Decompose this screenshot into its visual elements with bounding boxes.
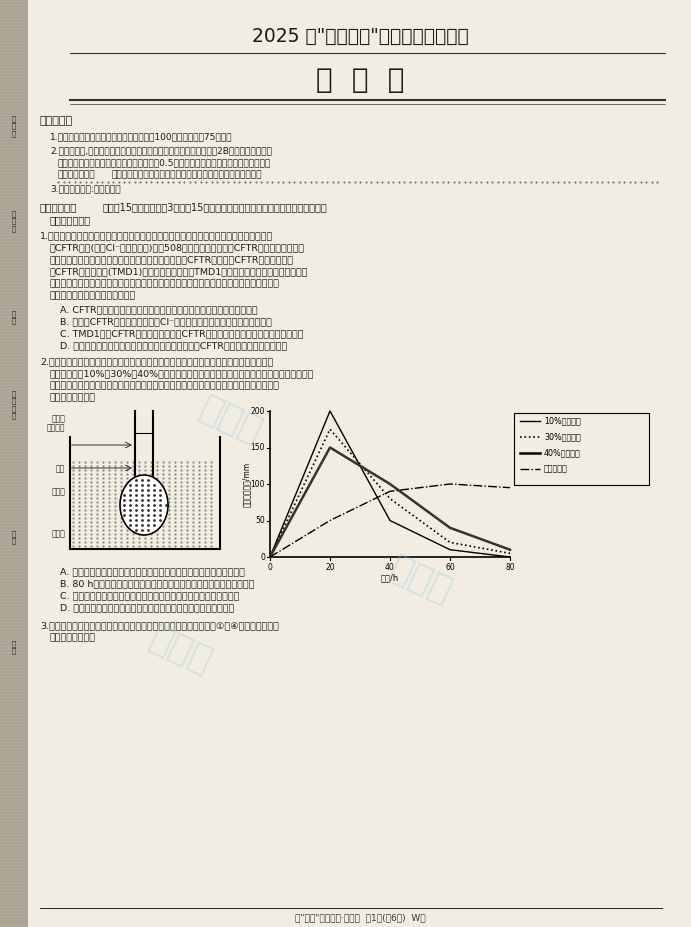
Text: 下列叙述正确的是: 下列叙述正确的是 (50, 393, 96, 402)
Text: 质饱水: 质饱水 (51, 487, 65, 496)
Text: A. CFTR蛋白需要内质网和高尔基体的加工以帮助其形成正确的空间结构: A. CFTR蛋白需要内质网和高尔基体的加工以帮助其形成正确的空间结构 (60, 305, 258, 314)
Bar (514, 413, 649, 485)
Text: 本题共15小题，每小题3分，共15分。在每小题给出的四个选项中，只有一项是符: 本题共15小题，每小题3分，共15分。在每小题给出的四个选项中，只有一项是符 (103, 202, 328, 212)
Text: 150: 150 (251, 443, 265, 452)
Text: 0: 0 (267, 563, 272, 572)
Text: 200: 200 (251, 407, 265, 415)
Text: B. 异常的CFTR蛋白无法正常转运Cl⁻，引起细胞外水分变多，导致黏液增多: B. 异常的CFTR蛋白无法正常转运Cl⁻，引起细胞外水分变多，导致黏液增多 (60, 317, 272, 326)
Polygon shape (120, 475, 168, 535)
Text: 30%蔗糖溶液: 30%蔗糖溶液 (544, 433, 580, 441)
Text: 液面与烧杯齐平，每隔一段时间观察并记录漏斗液面上升高度。实验装置和结果如图所示，: 液面与烧杯齐平，每隔一段时间观察并记录漏斗液面上升高度。实验装置和结果如图所示， (50, 381, 280, 390)
Text: 3.如图表示某自养型生物进行光合作用和细胞呼吸的过程意图，图中①～④表示反应过程，: 3.如图表示某自养型生物进行光合作用和细胞呼吸的过程意图，图中①～④表示反应过程… (40, 621, 279, 630)
Text: D. 该实验说明蛋白质分子能透过卵壳膜而蔗糖分子不能透过卵壳膜: D. 该实验说明蛋白质分子能透过卵壳膜而蔗糖分子不能透过卵壳膜 (60, 603, 234, 612)
Text: 蛋白质溶液: 蛋白质溶液 (544, 464, 568, 474)
Text: 60: 60 (445, 563, 455, 572)
Text: 的CFTR蛋白(转运Cl⁻的载体蛋白)的第508位缺少一个氨基酸，CFTR蛋白功能异常，导: 的CFTR蛋白(转运Cl⁻的载体蛋白)的第508位缺少一个氨基酸，CFTR蛋白功… (50, 243, 305, 252)
Text: 漏斗上升高度/mm: 漏斗上升高度/mm (241, 462, 251, 506)
Text: 座
位
号: 座 位 号 (12, 115, 16, 137)
Text: 应题目的答案标号涂黑；非选择题请用直径0.5毫米黑色墨水签字笔在答题卡上各题的答: 应题目的答案标号涂黑；非选择题请用直径0.5毫米黑色墨水签字笔在答题卡上各题的答 (58, 158, 272, 167)
Text: 50: 50 (255, 516, 265, 525)
Text: 间折叠成特定的形状，从而有效缓解囊性纤维化的症状。这项研究也为其他退行性疾病的治: 间折叠成特定的形状，从而有效缓解囊性纤维化的症状。这项研究也为其他退行性疾病的治 (50, 279, 280, 288)
Text: 题区域内作答，: 题区域内作答， (58, 170, 95, 179)
Text: 下列说法正确的是: 下列说法正确的是 (50, 633, 96, 642)
Text: 蔗液: 蔗液 (56, 464, 65, 473)
Text: 准
考
证
号: 准 考 证 号 (12, 390, 16, 419)
Text: D. 大部分囊性纤维化患者发生了碱基对的缺失，导致CFTR蛋白基因的碱基序列改变: D. 大部分囊性纤维化患者发生了碱基对的缺失，导致CFTR蛋白基因的碱基序列改变 (60, 341, 287, 350)
Bar (0, 0, 28, 927)
Text: 生  物  学: 生 物 学 (316, 66, 404, 94)
Text: 3.本卷命题范围:高考范围。: 3.本卷命题范围:高考范围。 (50, 184, 121, 193)
Text: A. 由于水分子只能通过卵壳膜向漏斗内运输，导致漏斗内液柱快速上升: A. 由于水分子只能通过卵壳膜向漏斗内运输，导致漏斗内液柱快速上升 (60, 567, 245, 576)
Text: 1.本试卷分选择题和非选择题两部分。满分100分，考试时间75分钟。: 1.本试卷分选择题和非选择题两部分。满分100分，考试时间75分钟。 (50, 132, 232, 141)
Text: 20: 20 (325, 563, 335, 572)
Text: 班
级: 班 级 (12, 530, 16, 544)
Text: C. TMD1位于CFTR蛋白的跨膜区域，CFTR矫正剂有可能延缓其被溶酶体吞噬水解: C. TMD1位于CFTR蛋白的跨膜区域，CFTR矫正剂有可能延缓其被溶酶体吞噬… (60, 329, 303, 338)
Text: 【"皖八"高二二联·生物学  第1页(共6页)  W】: 【"皖八"高二二联·生物学 第1页(共6页) W】 (294, 913, 426, 922)
Text: 姓
名: 姓 名 (12, 310, 16, 324)
Text: 实验，分别用10%、30%、40%的蔗糖溶液和高分子蛋白质溶液进行实验，实验开始时漏斗内: 实验，分别用10%、30%、40%的蔗糖溶液和高分子蛋白质溶液进行实验，实验开始… (50, 369, 314, 378)
Text: B. 80 h后，蛋白质溶液组的卵壳膜两侧溶液没有浓度差，液面不再上升: B. 80 h后，蛋白质溶液组的卵壳膜两侧溶液没有浓度差，液面不再上升 (60, 579, 254, 588)
Text: 到CFTR的疏水口袋(TMD1)中并将其固定，防止TMD1过早降解，确保蛋白质有足够的时: 到CFTR的疏水口袋(TMD1)中并将其固定，防止TMD1过早降解，确保蛋白质有… (50, 267, 308, 276)
Text: 考生注意：: 考生注意： (40, 116, 73, 126)
Text: 合题目要求的。: 合题目要求的。 (50, 215, 91, 225)
Text: 2.为探究蔗糖分子和蛋白质分子能否透过半透膜，同学设计了以鸡蛋卵壳膜为半透膜的渗透: 2.为探究蔗糖分子和蛋白质分子能否透过半透膜，同学设计了以鸡蛋卵壳膜为半透膜的渗… (40, 357, 273, 366)
Text: 0: 0 (260, 552, 265, 562)
Text: 100: 100 (251, 479, 265, 489)
Text: C. 蔗糖溶液液度越大，漏斗内液柱上升的速率越快，下降的速率越超: C. 蔗糖溶液液度越大，漏斗内液柱上升的速率越快，下降的速率越超 (60, 591, 239, 600)
Text: 学
校: 学 校 (12, 640, 16, 654)
Text: 固定的: 固定的 (51, 414, 65, 423)
Text: 萌昔圆: 萌昔圆 (193, 391, 267, 449)
Text: 萌昔圆: 萌昔圆 (144, 621, 216, 679)
Text: 长颈漏斗: 长颈漏斗 (46, 423, 65, 432)
Text: 卵壳膜: 卵壳膜 (51, 529, 65, 538)
Text: 10%蔗糖溶液: 10%蔗糖溶液 (544, 416, 580, 425)
Text: 疗带来了希望。下列叙述错误的是: 疗带来了希望。下列叙述错误的是 (50, 291, 136, 300)
Text: 80: 80 (505, 563, 515, 572)
Text: 萌昔圆: 萌昔圆 (384, 551, 457, 609)
Text: 时间/h: 时间/h (381, 573, 399, 582)
Text: 1.囊性纤维化是蛋白质的错误折叠引起的退行性疾病之一。大部分患者支气管上皮细胞表面: 1.囊性纤维化是蛋白质的错误折叠引起的退行性疾病之一。大部分患者支气管上皮细胞表… (40, 231, 273, 240)
Text: 2.考生作答时,请将答案答在答题卡上。选择题每小题选出答案后，用2B铅笔把答题卡上对: 2.考生作答时,请将答案答在答题卡上。选择题每小题选出答案后，用2B铅笔把答题卡… (50, 146, 272, 155)
Text: 致支气管黏液增多，造成细菌感染。科研人员研究出了CFTR矫正剂，CFTR矫正剂可插入: 致支气管黏液增多，造成细菌感染。科研人员研究出了CFTR矫正剂，CFTR矫正剂可… (50, 255, 294, 264)
Text: 2025 届"皖南八校"高三第二次大联考: 2025 届"皖南八校"高三第二次大联考 (252, 27, 468, 45)
Text: 一、选择题：: 一、选择题： (40, 202, 77, 212)
Text: 40%蔗糖溶液: 40%蔗糖溶液 (544, 449, 580, 458)
Text: 超出答题区域书写的答案无效，在试题卷、草稿纸上作答无效。: 超出答题区域书写的答案无效，在试题卷、草稿纸上作答无效。 (111, 170, 261, 179)
Text: 考
场
号: 考 场 号 (12, 210, 16, 232)
Text: 40: 40 (385, 563, 395, 572)
